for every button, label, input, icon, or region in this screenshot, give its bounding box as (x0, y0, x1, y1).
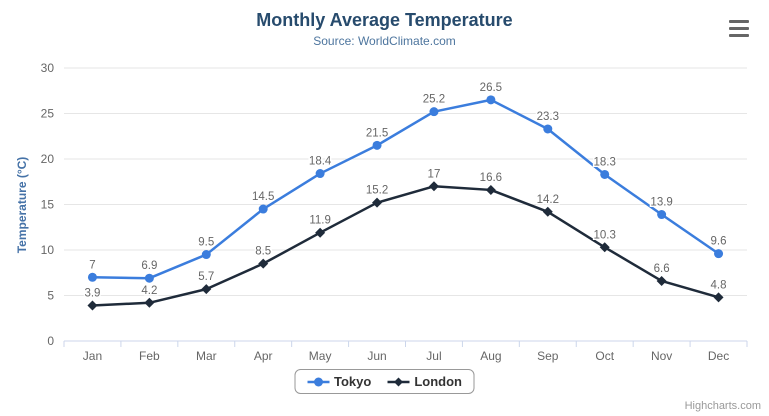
data-point-marker (542, 206, 553, 217)
data-label: 16.6 (480, 172, 502, 184)
svg-text:5: 5 (47, 289, 54, 303)
data-label: 6.6 (654, 263, 670, 275)
svg-text:10: 10 (41, 243, 55, 257)
data-point-marker (201, 284, 212, 295)
data-point-marker (657, 210, 667, 220)
data-point-marker (144, 297, 155, 308)
hamburger-icon[interactable] (729, 20, 749, 37)
chart-subtitle: Source: WorldClimate.com (313, 34, 456, 48)
svg-text:May: May (309, 349, 332, 363)
circle-marker-icon (307, 377, 330, 386)
data-label: 25.2 (423, 94, 445, 106)
legend: Tokyo London (294, 369, 475, 394)
data-label: 15.2 (366, 185, 388, 197)
svg-text:Mar: Mar (196, 349, 217, 363)
data-label: 13.9 (650, 197, 672, 209)
data-label: 21.5 (366, 127, 388, 139)
data-point-marker (485, 184, 496, 195)
y-gridlines (64, 67, 747, 296)
data-point-marker (315, 227, 326, 238)
legend-item-label: London (414, 374, 462, 389)
diamond-marker-icon (387, 377, 410, 386)
svg-text:15: 15 (41, 198, 55, 212)
data-label: 11.9 (309, 215, 331, 227)
data-label: 26.5 (480, 82, 502, 94)
data-point-marker (428, 181, 439, 192)
data-label: 5.7 (198, 271, 214, 283)
svg-text:Apr: Apr (254, 349, 273, 363)
data-label: 4.8 (711, 279, 727, 291)
data-label: 18.4 (309, 156, 332, 168)
legend-item-tokyo[interactable]: Tokyo (307, 374, 371, 389)
credits-link[interactable]: Highcharts.com (684, 400, 761, 412)
svg-text:Feb: Feb (139, 349, 160, 363)
data-label: 4.2 (141, 285, 157, 297)
data-label: 9.5 (198, 237, 214, 249)
data-point-marker (144, 273, 154, 283)
svg-text:0: 0 (47, 334, 54, 348)
data-point-marker (258, 258, 269, 269)
data-label: 23.3 (537, 111, 559, 123)
svg-text:Jul: Jul (426, 349, 441, 363)
y-axis-labels: 0 5 10 15 20 25 30 (41, 61, 55, 348)
data-label: 14.2 (537, 194, 559, 206)
data-label: 17 (428, 168, 441, 180)
data-label: 18.3 (594, 156, 616, 168)
data-point-marker (315, 169, 325, 179)
data-point-marker (543, 124, 553, 134)
hamburger-bar (729, 20, 749, 23)
legend-item-london[interactable]: London (387, 374, 462, 389)
data-point-marker (258, 204, 268, 214)
data-point-marker (714, 249, 724, 259)
data-point-marker (486, 95, 496, 105)
svg-text:Dec: Dec (708, 349, 729, 363)
data-label: 14.5 (252, 191, 274, 203)
svg-text:Oct: Oct (595, 349, 614, 363)
svg-text:25: 25 (41, 107, 55, 121)
svg-text:20: 20 (41, 152, 55, 166)
legend-item-label: Tokyo (334, 374, 372, 389)
svg-text:Jan: Jan (83, 349, 102, 363)
data-point-marker (201, 250, 211, 260)
data-label: 7 (89, 259, 95, 271)
svg-text:Sep: Sep (537, 349, 559, 363)
series-line-london (92, 185, 719, 307)
data-point-marker (599, 242, 610, 253)
data-label: 8.5 (255, 246, 271, 258)
series-line-tokyo (92, 98, 720, 280)
data-point-marker (429, 107, 439, 117)
series-tokyo: 7 6.9 9.5 14.5 18.4 21.5 25.2 26.5 23.3 18.3 13.9 9… (87, 80, 728, 283)
data-point-marker (656, 275, 667, 286)
data-point-marker (87, 272, 97, 282)
data-point-marker (600, 169, 610, 179)
svg-text:30: 30 (41, 61, 55, 75)
data-point-marker (372, 140, 382, 150)
data-point-marker (87, 300, 98, 311)
x-axis (63, 340, 748, 347)
hamburger-bar (729, 27, 749, 30)
data-label: 9.6 (711, 236, 727, 248)
hamburger-bar (729, 34, 749, 37)
svg-text:Nov: Nov (651, 349, 672, 363)
x-axis-labels: Jan Feb Mar Apr May Jun Jul Aug Sep Oct Nov Dec (83, 349, 729, 363)
svg-text:Jun: Jun (367, 349, 386, 363)
data-point-marker (372, 197, 383, 208)
page-title: Monthly Average Temperature (256, 10, 513, 30)
series-london: 3.9 4.2 5.7 8.5 11.9 15.2 17 16.6 14.2 10.3 6.6 4.8 (83, 167, 728, 311)
y-axis-title: Temperature (°C) (15, 157, 29, 254)
svg-text:Aug: Aug (480, 349, 501, 363)
data-label: 3.9 (84, 288, 100, 300)
data-point-marker (713, 292, 724, 303)
data-label: 6.9 (141, 260, 157, 272)
data-label: 10.3 (594, 229, 616, 241)
